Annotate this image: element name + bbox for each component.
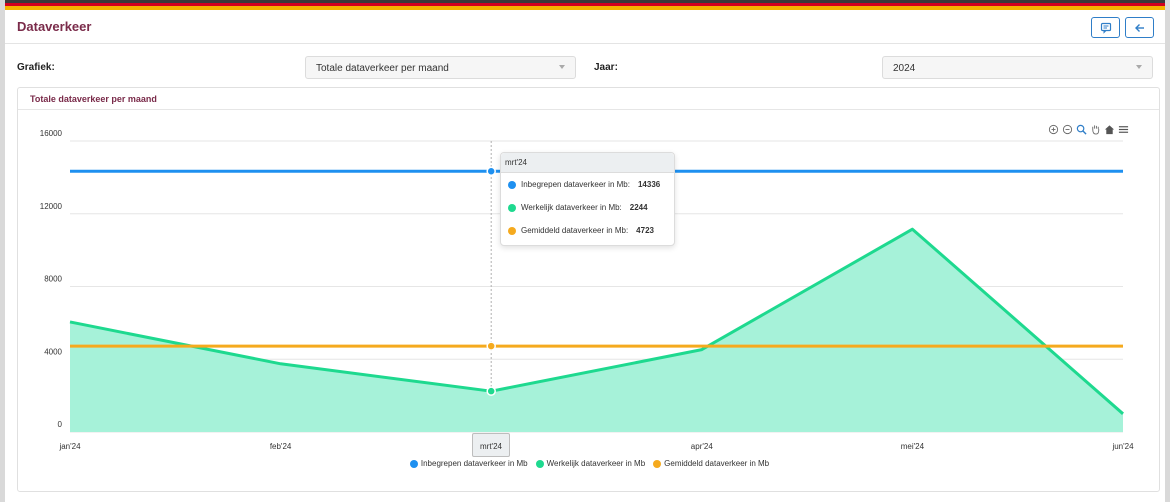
chevron-down-icon — [559, 65, 565, 69]
tooltip-row: Gemiddeld dataverkeer in Mb: 4723 — [501, 219, 674, 242]
page: Dataverkeer Grafiek: Totale dataverkeer … — [5, 0, 1165, 502]
y-tick-label: 0 — [58, 420, 63, 429]
legend-marker — [535, 459, 544, 468]
home-icon[interactable] — [1104, 124, 1115, 135]
legend-label: Inbegrepen dataverkeer in Mb — [420, 459, 528, 468]
x-axis-tooltip: mrt'24 — [472, 433, 510, 457]
menu-icon[interactable] — [1118, 124, 1129, 135]
tooltip-row-label: Gemiddeld dataverkeer in Mb: — [521, 226, 629, 235]
legend-item[interactable]: Gemiddeld dataverkeer in Mb — [653, 459, 769, 468]
legend-item[interactable]: Inbegrepen dataverkeer in Mb — [409, 459, 528, 468]
series-area — [70, 229, 1123, 432]
tooltip-row-label: Werkelijk dataverkeer in Mb: — [521, 203, 622, 212]
tooltip-row: Inbegrepen dataverkeer in Mb: 14336 — [501, 173, 674, 196]
tooltip-row-label: Inbegrepen dataverkeer in Mb: — [521, 180, 630, 189]
legend-item[interactable]: Werkelijk dataverkeer in Mb — [535, 459, 646, 468]
jaar-select-value: 2024 — [893, 63, 916, 74]
series-orange-dot — [508, 226, 516, 235]
series-line — [69, 227, 1124, 415]
jaar-label: Jaar: — [594, 62, 618, 73]
chart-card: Totale dataverkeer per maand 0 4000 8000 12… — [17, 87, 1160, 492]
tooltip-title: mrt'24 — [501, 153, 674, 173]
data-point-marker — [486, 386, 496, 396]
legend-marker — [409, 459, 418, 468]
chat-bubble-icon — [1100, 22, 1111, 34]
x-tick-label: jun'24 — [1111, 442, 1134, 451]
data-point-marker — [486, 166, 496, 177]
y-tick-label: 12000 — [40, 202, 63, 211]
grafiek-label: Grafiek: — [17, 62, 55, 73]
back-button[interactable] — [1125, 17, 1154, 38]
grafiek-select[interactable]: Totale dataverkeer per maand — [305, 56, 576, 79]
zoom-out-icon[interactable] — [1062, 124, 1073, 135]
grafiek-select-value: Totale dataverkeer per maand — [316, 63, 449, 74]
x-tick-label: feb'24 — [270, 442, 292, 451]
zoom-search-icon[interactable] — [1076, 124, 1087, 135]
chart-tooltip: mrt'24 Inbegrepen dataverkeer in Mb: 143… — [500, 152, 675, 246]
pan-hand-icon[interactable] — [1090, 124, 1101, 135]
data-point-marker — [486, 341, 496, 351]
chevron-down-icon — [1136, 65, 1142, 69]
chart-legend: Inbegrepen dataverkeer in Mb Werkelijk d… — [18, 459, 1161, 468]
chart-toolbar — [1048, 122, 1129, 136]
legend-label: Werkelijk dataverkeer in Mb — [546, 459, 646, 468]
tooltip-row-value: 4723 — [636, 226, 654, 235]
x-tick-label: apr'24 — [691, 442, 714, 451]
y-tick-label: 16000 — [40, 129, 63, 138]
series-green-dot — [508, 203, 516, 212]
x-tick-label: jan'24 — [58, 442, 81, 451]
jaar-select[interactable]: 2024 — [882, 56, 1153, 79]
brand-stripe — [5, 0, 1165, 10]
feedback-button[interactable] — [1091, 17, 1120, 38]
chart-card-title: Totale dataverkeer per maand — [18, 88, 1159, 110]
legend-marker — [653, 459, 662, 468]
tooltip-row-value: 14336 — [637, 180, 661, 189]
series-blue-dot — [508, 180, 516, 189]
y-tick-label: 4000 — [44, 347, 62, 356]
zoom-in-icon[interactable] — [1048, 124, 1059, 135]
filter-bar: Grafiek: Totale dataverkeer per maand Ja… — [5, 56, 1165, 80]
tooltip-row: Werkelijk dataverkeer in Mb: 2244 — [501, 196, 674, 219]
tooltip-row-value: 2244 — [629, 203, 648, 212]
x-tick-label: mei'24 — [901, 442, 925, 451]
arrow-left-icon — [1134, 23, 1144, 32]
legend-label: Gemiddeld dataverkeer in Mb — [664, 459, 770, 468]
chart-area: 0 4000 8000 12000 16000 jan'24 feb'24 mrt'24 apr… — [40, 129, 1134, 451]
page-header: Dataverkeer — [5, 10, 1165, 44]
y-tick-label: 8000 — [44, 275, 62, 284]
page-title: Dataverkeer — [17, 19, 92, 34]
